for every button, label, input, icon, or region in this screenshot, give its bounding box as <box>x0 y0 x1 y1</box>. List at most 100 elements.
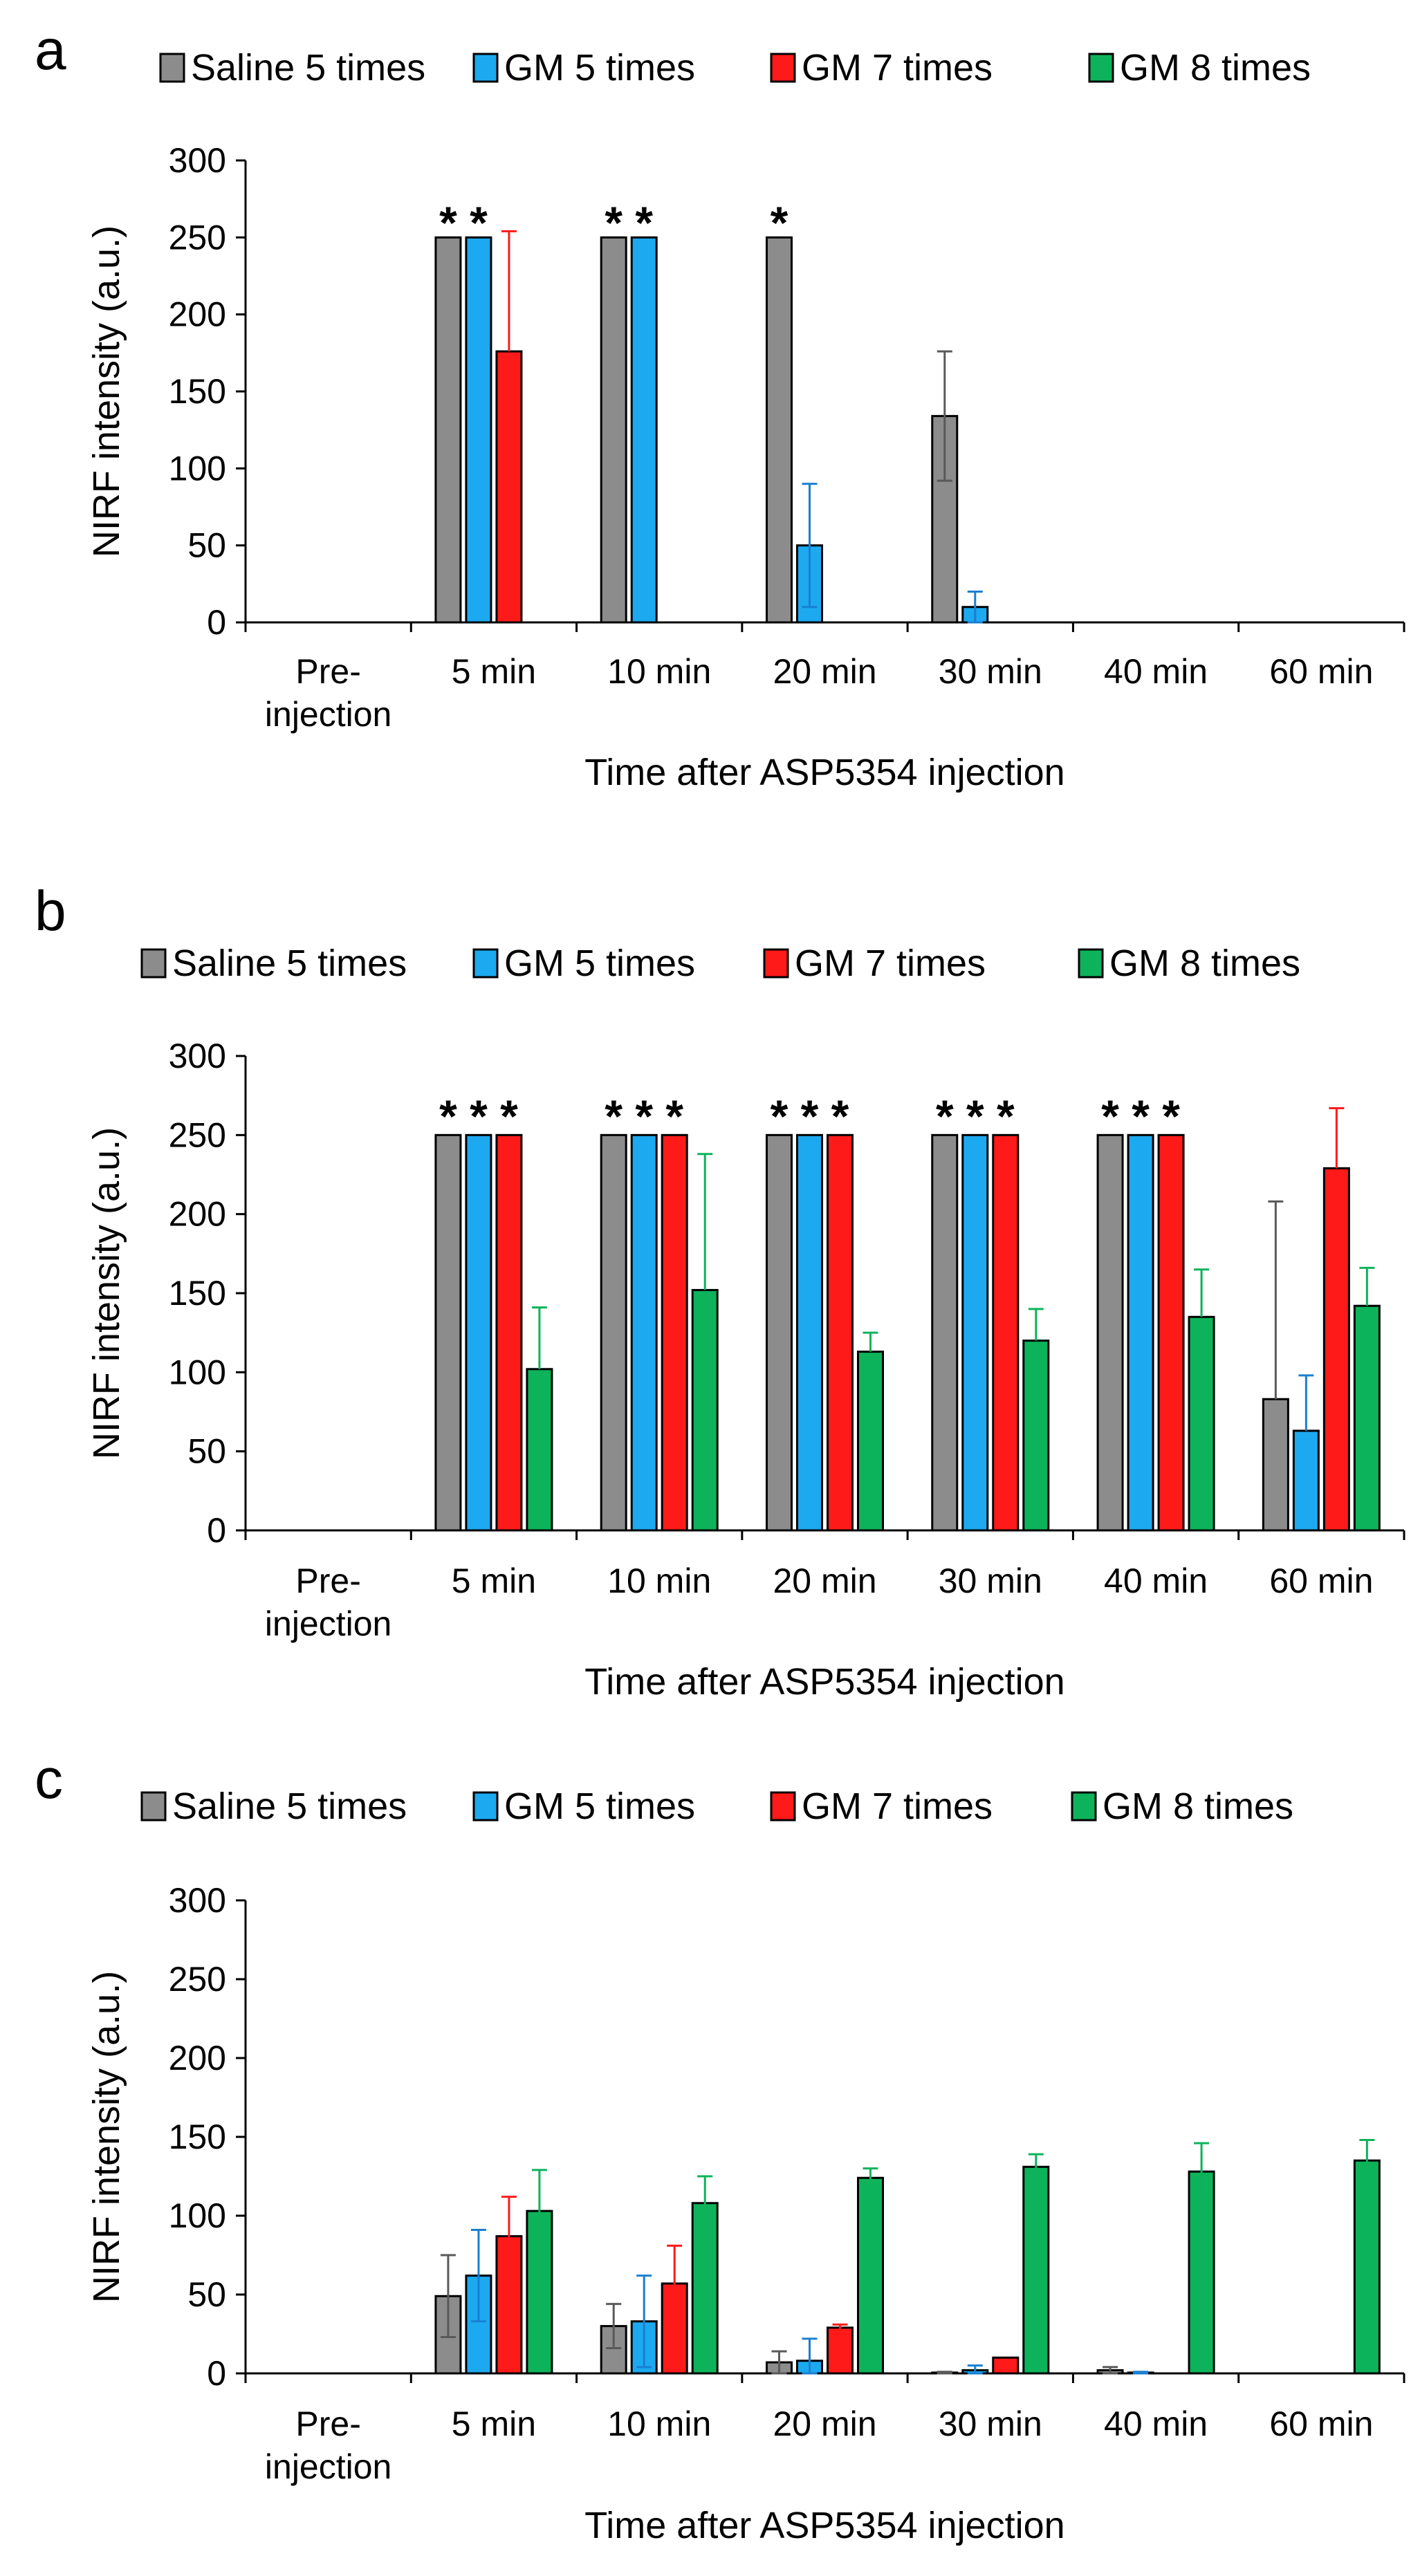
bar <box>600 1133 627 1532</box>
x-tick-label: 10 min <box>607 652 711 691</box>
y-axis-title: NIRF intensity (a.u.) <box>86 1971 127 2303</box>
bar <box>1262 1398 1289 1532</box>
x-tick-label: Pre-injection <box>265 2404 391 2486</box>
significance-star: * <box>1101 1091 1119 1142</box>
y-tick-label: 300 <box>169 1037 226 1075</box>
legend-label: GM 5 times <box>504 1786 695 1827</box>
x-tick-label: 20 min <box>773 652 876 691</box>
x-tick-label: 60 min <box>1269 2404 1373 2443</box>
bar <box>1353 2159 1381 2375</box>
bar <box>992 1133 1020 1532</box>
legend-label: GM 8 times <box>1109 943 1300 984</box>
significance-star: * <box>771 1091 789 1142</box>
y-tick-label: 150 <box>169 2118 226 2156</box>
legend-swatch <box>159 53 185 83</box>
panel-a: a Saline 5 times GM 5 times GM 7 times GM 8 … <box>35 19 1405 793</box>
bar <box>1022 1340 1050 1532</box>
bar <box>1292 1429 1320 1532</box>
y-axis-title: NIRF intensity (a.u.) <box>86 1127 127 1459</box>
y-tick-label: 250 <box>169 1115 226 1154</box>
bar <box>661 1133 688 1532</box>
significance-star: * <box>605 1091 623 1142</box>
bar <box>1022 2165 1050 2375</box>
panel-b: b Saline 5 times GM 5 times GM 7 times GM 8 … <box>35 880 1405 1703</box>
x-axis-title: Time after ASP5354 injection <box>584 752 1064 793</box>
x-tick-label: 5 min <box>452 652 536 691</box>
bar <box>526 1368 553 1532</box>
bar <box>495 1133 523 1532</box>
bar <box>857 1351 884 1532</box>
bar <box>931 1133 959 1532</box>
panel-letter: c <box>35 1748 63 1810</box>
y-tick-label: 100 <box>169 449 226 488</box>
significance-star: * <box>500 1091 518 1142</box>
bar <box>1353 1304 1381 1532</box>
y-tick-label: 300 <box>169 1881 226 1920</box>
y-tick-label: 100 <box>169 1353 226 1391</box>
legend-swatch <box>472 1791 499 1822</box>
bar <box>992 2356 1020 2375</box>
bar <box>630 236 658 624</box>
bar <box>434 236 462 624</box>
bar <box>1096 1133 1124 1532</box>
bar <box>630 1133 658 1532</box>
legend-swatch <box>770 53 796 83</box>
significance-star: * <box>605 197 623 248</box>
bar <box>1157 1133 1185 1532</box>
bar <box>827 2326 854 2375</box>
bar <box>1322 1167 1350 1532</box>
panel-c: c Saline 5 times GM 5 times GM 7 times GM 8 … <box>35 1748 1405 2546</box>
x-axis-title: Time after ASP5354 injection <box>584 2505 1064 2546</box>
bar <box>1188 2170 1215 2375</box>
y-tick-label: 50 <box>187 2275 226 2314</box>
significance-star: * <box>1162 1091 1180 1142</box>
y-tick-label: 50 <box>187 526 226 565</box>
significance-star: * <box>936 1091 954 1142</box>
x-tick-label: 10 min <box>607 2404 711 2443</box>
bar <box>495 350 523 624</box>
significance-star: * <box>470 197 488 248</box>
bar <box>600 236 627 624</box>
y-tick-label: 250 <box>169 1960 226 1999</box>
x-tick-label: 20 min <box>773 1562 876 1600</box>
legend-label: GM 5 times <box>504 943 695 984</box>
significance-star: * <box>801 1091 819 1142</box>
significance-star: * <box>665 1091 683 1142</box>
bar <box>1127 1133 1154 1532</box>
legend-label: GM 7 times <box>802 47 993 89</box>
significance-star: * <box>439 197 457 248</box>
y-tick-label: 0 <box>207 603 226 642</box>
bar <box>961 1133 989 1532</box>
x-tick-label: Pre-injection <box>265 1562 391 1643</box>
legend-label: GM 7 times <box>802 1786 993 1827</box>
y-tick-label: 200 <box>169 2039 226 2077</box>
x-tick-label: 40 min <box>1104 652 1208 691</box>
bar <box>465 236 492 624</box>
y-tick-label: 0 <box>207 2354 226 2393</box>
legend-swatch <box>140 948 167 979</box>
y-tick-label: 200 <box>169 295 226 334</box>
panel-letter: a <box>35 19 66 82</box>
bar <box>766 236 793 624</box>
significance-star: * <box>997 1091 1015 1142</box>
significance-star: * <box>635 197 653 248</box>
legend-swatch <box>1088 53 1114 83</box>
x-tick-label: 20 min <box>773 2404 876 2443</box>
y-tick-label: 50 <box>187 1432 226 1471</box>
significance-star: * <box>635 1091 653 1142</box>
legend-label: Saline 5 times <box>172 1786 407 1827</box>
x-tick-label: 5 min <box>452 1562 536 1600</box>
y-axis-title: NIRF intensity (a.u.) <box>86 225 127 557</box>
legend-label: Saline 5 times <box>191 47 425 89</box>
x-axis-title: Time after ASP5354 injection <box>584 1661 1064 1703</box>
x-tick-label: 10 min <box>607 1562 711 1600</box>
significance-star: * <box>470 1091 488 1142</box>
significance-star: * <box>1132 1091 1150 1142</box>
legend-label: GM 7 times <box>795 943 986 984</box>
x-tick-label: 40 min <box>1104 2404 1208 2443</box>
y-tick-label: 150 <box>169 1274 226 1313</box>
y-tick-label: 100 <box>169 2196 226 2235</box>
bar <box>691 1288 719 1532</box>
legend-swatch <box>763 948 789 979</box>
